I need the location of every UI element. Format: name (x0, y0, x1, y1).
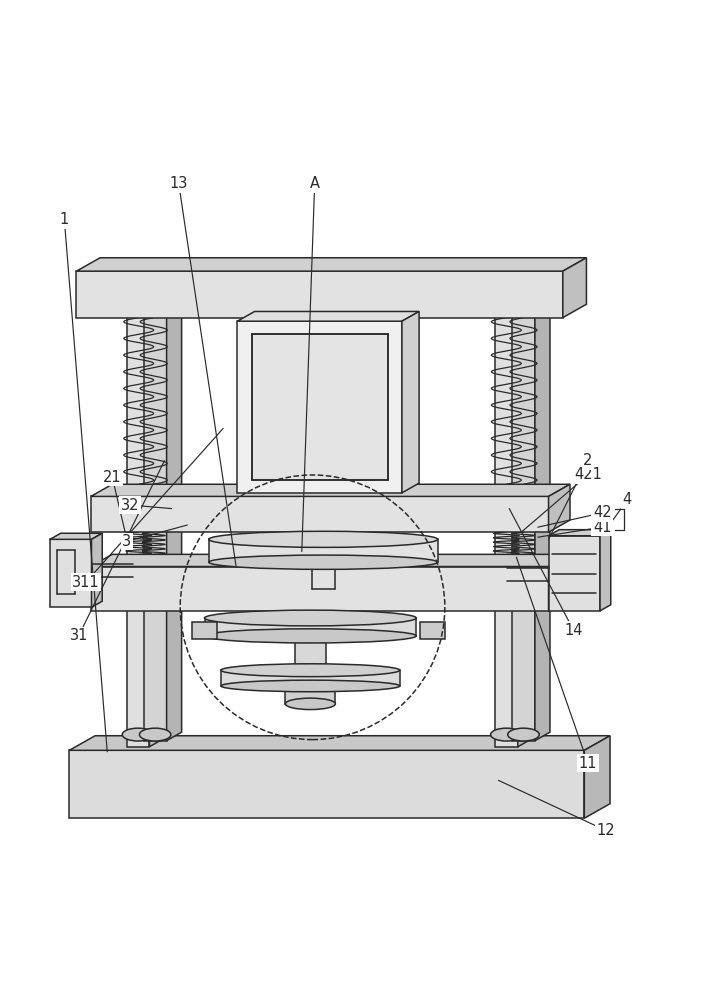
Polygon shape (549, 554, 570, 611)
Polygon shape (549, 536, 600, 611)
Polygon shape (221, 670, 400, 686)
Polygon shape (90, 554, 570, 567)
Text: 31: 31 (70, 628, 88, 643)
Polygon shape (209, 539, 438, 562)
Polygon shape (252, 334, 388, 480)
Text: 41: 41 (593, 520, 612, 535)
Text: 3: 3 (122, 534, 131, 549)
Polygon shape (402, 311, 419, 493)
Polygon shape (144, 308, 167, 741)
Polygon shape (238, 321, 402, 493)
Ellipse shape (285, 698, 335, 710)
Ellipse shape (221, 680, 400, 692)
Polygon shape (77, 258, 587, 271)
Polygon shape (294, 636, 326, 670)
Polygon shape (90, 567, 549, 611)
Polygon shape (192, 622, 217, 639)
Polygon shape (420, 622, 445, 639)
Polygon shape (144, 299, 182, 308)
Polygon shape (549, 530, 611, 536)
Text: A: A (309, 176, 320, 191)
Polygon shape (549, 484, 570, 532)
Polygon shape (205, 618, 416, 636)
Polygon shape (518, 306, 533, 747)
Polygon shape (285, 686, 335, 704)
Ellipse shape (209, 555, 438, 569)
Text: 2: 2 (583, 453, 592, 468)
Polygon shape (495, 314, 518, 747)
Polygon shape (77, 271, 563, 318)
Ellipse shape (221, 664, 400, 677)
Polygon shape (70, 750, 584, 818)
Ellipse shape (205, 629, 416, 643)
Text: 4: 4 (623, 492, 632, 508)
Polygon shape (126, 314, 149, 747)
Polygon shape (495, 306, 533, 314)
Text: 32: 32 (121, 498, 139, 513)
Polygon shape (584, 736, 610, 818)
Text: 12: 12 (597, 823, 615, 838)
Polygon shape (91, 533, 102, 607)
Polygon shape (50, 533, 102, 539)
Polygon shape (126, 306, 164, 314)
Polygon shape (149, 306, 164, 747)
Text: 311: 311 (72, 575, 100, 590)
Polygon shape (563, 258, 587, 318)
Text: 1: 1 (60, 212, 69, 227)
Text: 13: 13 (169, 176, 188, 191)
Polygon shape (512, 299, 550, 308)
Polygon shape (512, 308, 535, 741)
Ellipse shape (205, 610, 416, 626)
Polygon shape (90, 496, 549, 532)
Polygon shape (50, 539, 91, 607)
Text: 11: 11 (579, 756, 597, 771)
Text: 421: 421 (574, 467, 602, 482)
Ellipse shape (490, 728, 522, 741)
Polygon shape (535, 299, 550, 741)
Polygon shape (70, 736, 610, 750)
Text: 14: 14 (564, 623, 583, 638)
Ellipse shape (508, 728, 539, 741)
Polygon shape (90, 484, 570, 496)
Polygon shape (600, 530, 611, 611)
Text: 42: 42 (593, 505, 612, 520)
Ellipse shape (209, 531, 438, 547)
Ellipse shape (139, 728, 171, 741)
Polygon shape (167, 299, 182, 741)
Ellipse shape (122, 728, 154, 741)
Polygon shape (238, 311, 419, 321)
Text: 21: 21 (103, 470, 121, 485)
